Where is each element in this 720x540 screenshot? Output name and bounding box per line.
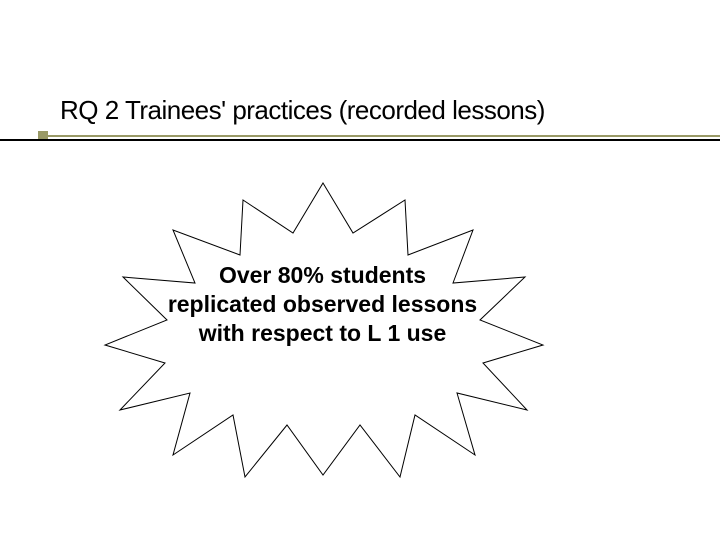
burst-line-1: Over 80% students (219, 262, 426, 288)
title-area: RQ 2 Trainees' practices (recorded lesso… (60, 95, 680, 134)
burst-line-2: replicated observed lessons (168, 291, 477, 317)
main-line (0, 139, 720, 141)
burst-line-3: with respect to L 1 use (199, 320, 447, 346)
accent-line (48, 135, 720, 137)
page-title: RQ 2 Trainees' practices (recorded lesso… (60, 95, 680, 126)
starburst-callout: Over 80% students replicated observed le… (95, 175, 550, 485)
starburst-text: Over 80% students replicated observed le… (95, 261, 550, 347)
